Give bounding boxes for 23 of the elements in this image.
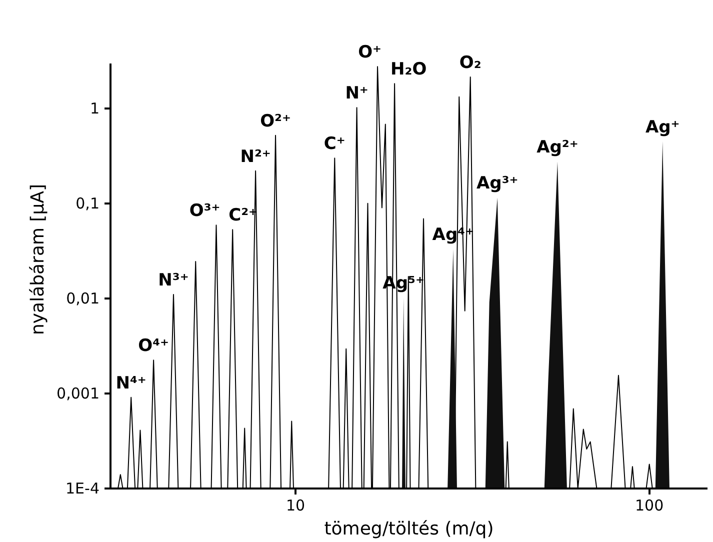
x-tick-label: 100	[635, 496, 664, 514]
annotation: N⁺	[345, 84, 368, 104]
annotation: Ag²⁺	[536, 138, 578, 158]
y-tick-label: 0,001	[56, 384, 100, 402]
y-tick-label: 1	[90, 99, 100, 118]
annotation: O⁺	[358, 42, 382, 63]
y-tick-label: 0,1	[76, 194, 100, 212]
annotation: Ag⁺	[645, 117, 680, 138]
y-tick-label: 1E-4	[66, 480, 100, 498]
annotation: Ag³⁺	[476, 174, 518, 194]
x-tick-label: 10	[286, 496, 306, 514]
y-tick-label: 0,01	[66, 289, 100, 308]
annotation: N⁴⁺	[116, 373, 146, 394]
annotation: O₂	[459, 52, 482, 73]
annotation: O²⁺	[260, 111, 291, 132]
annotation: O⁴⁺	[138, 336, 169, 356]
y-axis-title: nyalábáram [µA]	[28, 184, 49, 336]
annotation: O³⁺	[189, 201, 220, 222]
annotation: N²⁺	[240, 146, 271, 167]
annotation: N³⁺	[158, 270, 189, 291]
annotation: C⁺	[324, 134, 346, 154]
annotation: H₂O	[390, 60, 427, 80]
x-axis-title: tömeg/töltés (m/q)	[324, 518, 494, 540]
